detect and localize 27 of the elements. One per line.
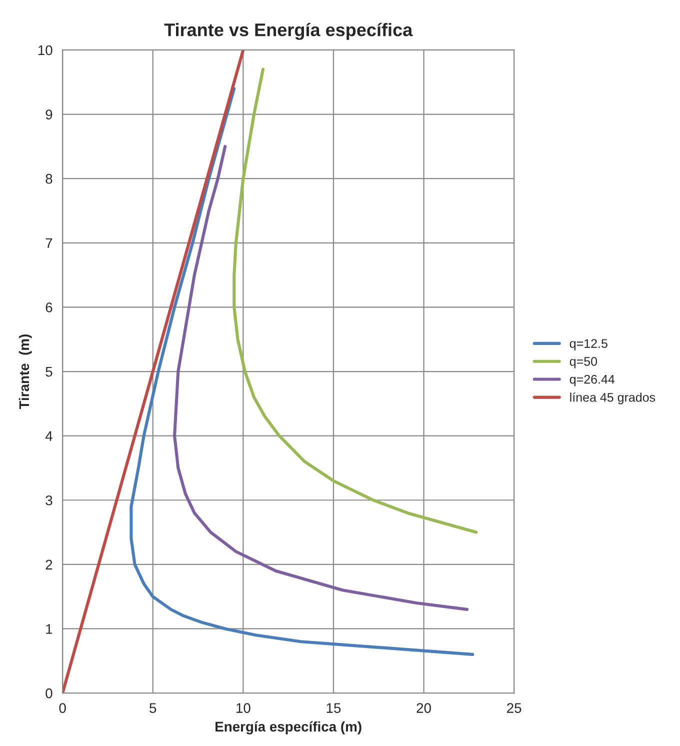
line-series [232, 68, 478, 534]
x-axis-title: Energía específica (m) [216, 721, 362, 734]
y-tick-label: 3 [46, 495, 52, 506]
y-axis-title: Tirante (m) [18, 334, 32, 410]
x-tick-label: 0 [59, 703, 66, 713]
y-tick-label: 2 [46, 560, 52, 570]
x-tick-label: 25 [507, 703, 522, 713]
legend-label: q=50 [570, 356, 598, 368]
y-tick-label: 10 [38, 45, 52, 56]
legend-label: línea 45 grados [570, 392, 656, 404]
x-tick-label: 20 [416, 703, 431, 713]
y-tick-label: 4 [45, 431, 52, 441]
chart-title: Tirante vs Energía específica [164, 22, 413, 40]
x-tick-label: 15 [326, 703, 341, 713]
y-tick-label: 0 [46, 688, 52, 698]
legend-label: q=12.5 [570, 339, 608, 350]
legend-label: q=26.44 [570, 374, 615, 386]
y-tick-label: 9 [46, 110, 52, 120]
y-tick-label: 1 [46, 624, 52, 634]
y-tick-label: 6 [46, 302, 52, 312]
y-tick-label: 7 [46, 238, 52, 248]
line-series [173, 144, 469, 611]
x-tick-label: 10 [236, 703, 250, 713]
line-series [130, 87, 474, 656]
x-tick-label: 5 [150, 703, 156, 713]
y-tick-label: 8 [46, 174, 52, 184]
y-tick-label: 5 [46, 366, 52, 377]
